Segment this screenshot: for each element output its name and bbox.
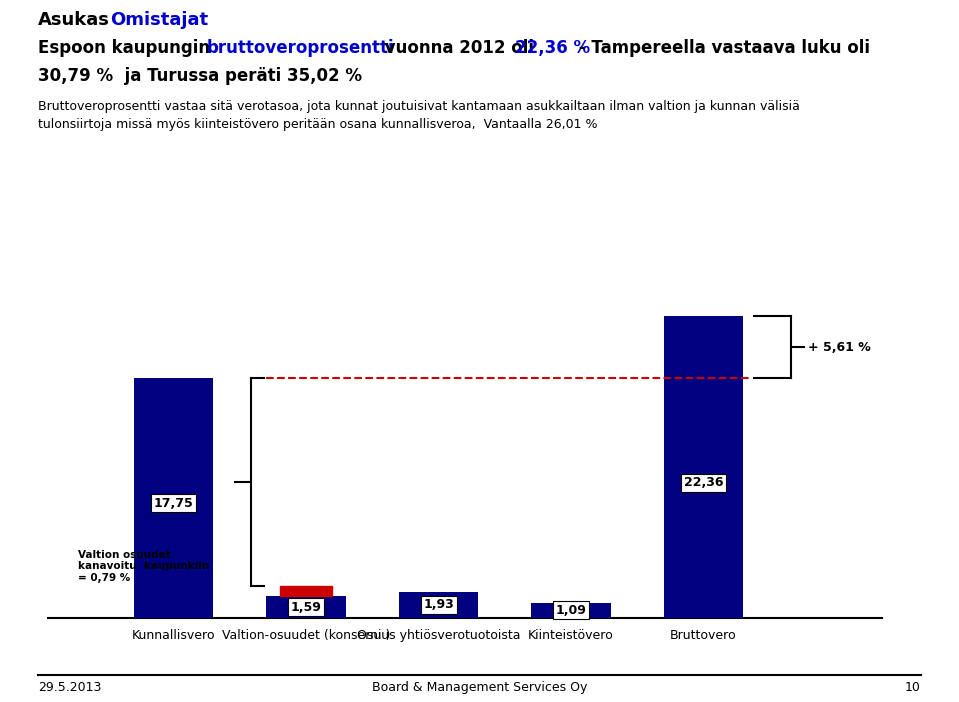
Text: Asukas: Asukas <box>38 11 110 29</box>
Text: + 5,61 %: + 5,61 % <box>808 340 871 354</box>
Text: Bruttoveroprosentti vastaa sitä verotasoa, jota kunnat joutuisivat kantamaan asu: Bruttoveroprosentti vastaa sitä verotaso… <box>38 100 800 113</box>
Text: 22,36: 22,36 <box>684 476 723 489</box>
Text: vuonna 2012 oli: vuonna 2012 oli <box>379 39 546 57</box>
Text: 17,75: 17,75 <box>153 496 194 510</box>
Text: 1,93: 1,93 <box>423 598 454 611</box>
Bar <box>267 596 346 618</box>
Text: Espoon kaupungin: Espoon kaupungin <box>38 39 216 57</box>
Text: - Tampereella vastaava luku oli: - Tampereella vastaava luku oli <box>573 39 871 57</box>
Text: 1,09: 1,09 <box>555 604 587 617</box>
Text: Omistajat: Omistajat <box>110 11 208 29</box>
Bar <box>280 585 332 596</box>
Text: Valtion osuudet
kanavoitu  kaupunkiin
= 0,79 %: Valtion osuudet kanavoitu kaupunkiin = 0… <box>79 550 210 583</box>
Text: 22,36 %: 22,36 % <box>515 39 590 57</box>
Text: tulonsiirtoja missä myös kiinteistövero peritään osana kunnallisveroa,  Vantaall: tulonsiirtoja missä myös kiinteistövero … <box>38 118 597 131</box>
Bar <box>664 316 743 618</box>
Text: Board & Management Services Oy: Board & Management Services Oy <box>372 681 587 694</box>
Text: 30,79 %  ja Turussa peräti 35,02 %: 30,79 % ja Turussa peräti 35,02 % <box>38 67 363 85</box>
Bar <box>531 603 611 618</box>
Bar <box>399 592 479 618</box>
Text: 10: 10 <box>904 681 921 694</box>
Text: bruttoveroprosentti: bruttoveroprosentti <box>206 39 394 57</box>
Text: 29.5.2013: 29.5.2013 <box>38 681 102 694</box>
Text: 1,59: 1,59 <box>291 600 321 614</box>
Bar <box>134 378 214 618</box>
